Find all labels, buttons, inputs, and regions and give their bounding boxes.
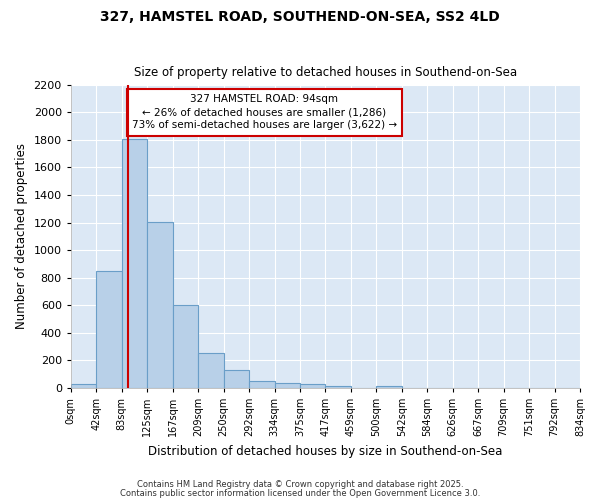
Bar xyxy=(173,305,198,388)
Y-axis label: Number of detached properties: Number of detached properties xyxy=(15,144,28,330)
Bar xyxy=(122,138,147,388)
Title: Size of property relative to detached houses in Southend-on-Sea: Size of property relative to detached ho… xyxy=(134,66,517,80)
Bar xyxy=(198,352,224,388)
Bar xyxy=(275,383,300,388)
Bar xyxy=(96,272,122,388)
Bar xyxy=(249,382,275,388)
Bar xyxy=(224,370,249,388)
Text: Contains public sector information licensed under the Open Government Licence 3.: Contains public sector information licen… xyxy=(120,489,480,498)
Bar xyxy=(376,386,402,388)
X-axis label: Distribution of detached houses by size in Southend-on-Sea: Distribution of detached houses by size … xyxy=(148,444,503,458)
Bar xyxy=(300,384,325,388)
Text: 327, HAMSTEL ROAD, SOUTHEND-ON-SEA, SS2 4LD: 327, HAMSTEL ROAD, SOUTHEND-ON-SEA, SS2 … xyxy=(100,10,500,24)
Bar xyxy=(325,386,351,388)
Text: 327 HAMSTEL ROAD: 94sqm
← 26% of detached houses are smaller (1,286)
73% of semi: 327 HAMSTEL ROAD: 94sqm ← 26% of detache… xyxy=(132,94,397,130)
Bar xyxy=(71,384,96,388)
Bar xyxy=(147,222,173,388)
Text: Contains HM Land Registry data © Crown copyright and database right 2025.: Contains HM Land Registry data © Crown c… xyxy=(137,480,463,489)
